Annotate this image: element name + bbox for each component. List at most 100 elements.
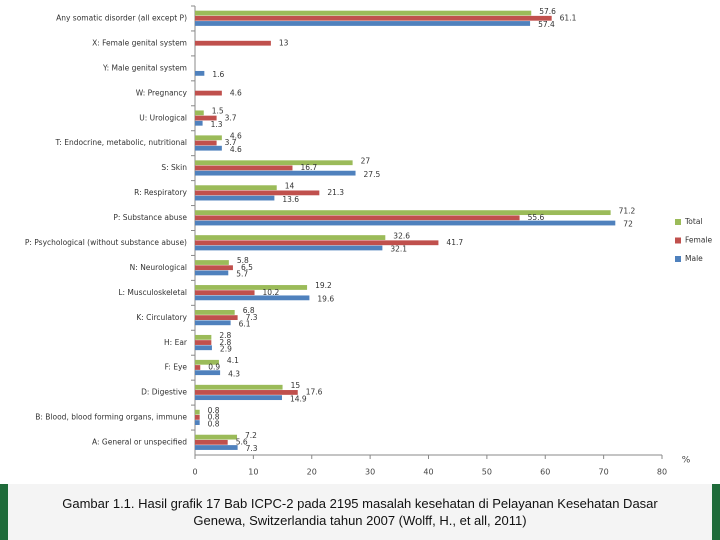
data-label: 15 (291, 381, 301, 390)
data-label: 27.5 (364, 170, 381, 179)
y-tick-label: A: General or unspecified (92, 438, 187, 447)
x-tick-label: 20 (307, 468, 317, 477)
bar (195, 160, 353, 166)
data-label: 7.2 (245, 431, 257, 440)
data-label: 5.6 (236, 438, 248, 447)
data-label: 32.1 (390, 245, 407, 254)
legend-swatch (675, 256, 681, 262)
data-label: 0.8 (208, 406, 220, 415)
data-label: 21.3 (327, 188, 344, 197)
y-tick-label: L: Musculoskeletal (118, 288, 187, 297)
caption-line: Gambar 1.1. Hasil grafik 17 Bab ICPC-2 p… (62, 496, 658, 511)
bar (195, 120, 203, 126)
data-label: 72 (623, 220, 633, 229)
data-label: 3.7 (225, 138, 237, 147)
bar (195, 310, 235, 315)
x-tick-label: 70 (599, 468, 609, 477)
data-label: 19.6 (317, 295, 334, 304)
y-tick-label: F: Eye (165, 363, 188, 372)
bar (195, 210, 611, 216)
bar (195, 195, 275, 201)
data-label: 2.8 (219, 331, 231, 340)
chart: 0 10 20 30 40 50 60 70 80% Any somatic disorder (… (25, 5, 713, 477)
bar (195, 290, 255, 296)
bar (195, 165, 293, 171)
data-label: 13 (279, 38, 289, 47)
bar (195, 340, 212, 345)
bar (195, 334, 212, 340)
legend-label: Female (685, 236, 713, 245)
data-label: 14.9 (290, 394, 307, 403)
bar (195, 359, 219, 365)
data-label: 61.1 (560, 13, 577, 22)
data-label: 4.6 (230, 145, 242, 154)
caption: Gambar 1.1. Hasil grafik 17 Bab ICPC-2 p… (8, 484, 712, 540)
bar (195, 439, 228, 445)
data-label: 5.8 (237, 256, 249, 265)
bar (195, 365, 201, 370)
bar (195, 145, 222, 151)
data-label: 55.6 (528, 213, 545, 222)
x-tick-label: 50 (482, 468, 492, 477)
y-tick-label: B: Blood, blood forming organs, immune (35, 413, 187, 422)
bar (195, 409, 200, 415)
data-label: 27 (361, 156, 371, 165)
data-label: 32.6 (393, 231, 410, 240)
data-label: 7.3 (246, 313, 258, 322)
bar (195, 220, 616, 226)
bar (195, 240, 439, 246)
data-label: 2.9 (220, 344, 232, 353)
data-label: 17.6 (306, 388, 323, 397)
data-label: 57.6 (539, 7, 556, 16)
x-tick-label: 10 (248, 468, 258, 477)
x-axis-label: % (682, 456, 691, 466)
caption-line: Genewa, Switzerlandia tahun 2007 (Wolff,… (193, 513, 527, 528)
data-label: 10.2 (263, 288, 280, 297)
bar (195, 320, 231, 326)
x-tick-label: 0 (192, 468, 197, 477)
bar (195, 345, 212, 351)
bar (195, 190, 320, 196)
data-label: 1.5 (212, 107, 224, 116)
data-label: 41.7 (446, 238, 463, 247)
y-tick-label: U: Urological (139, 113, 187, 122)
y-tick-label: Y: Male genital system (102, 63, 187, 72)
x-tick-label: 40 (423, 468, 433, 477)
y-tick-label: R: Respiratory (134, 188, 187, 197)
bar (195, 235, 386, 240)
legend-label: Male (685, 254, 703, 263)
x-tick-label: 30 (365, 468, 375, 477)
data-label: 6.1 (239, 320, 251, 329)
data-label: 4.6 (230, 131, 242, 140)
bar (195, 270, 229, 276)
bar (195, 420, 200, 425)
bar (195, 135, 222, 141)
bar (195, 390, 298, 395)
bar (195, 245, 383, 251)
data-label: 13.6 (282, 195, 299, 204)
y-tick-label: W: Pregnancy (136, 88, 188, 97)
bar (195, 40, 271, 46)
bar (195, 395, 282, 401)
data-label: 2.8 (219, 338, 231, 347)
data-label: 16.7 (300, 163, 317, 172)
bar (195, 414, 200, 420)
bar (195, 10, 532, 16)
data-label: 5.7 (236, 270, 248, 279)
data-label: 6.5 (241, 263, 253, 272)
bar (195, 215, 520, 221)
legend-swatch (675, 219, 681, 225)
data-label: 1.3 (211, 120, 223, 129)
y-tick-label: N: Neurological (130, 263, 187, 272)
y-tick-label: H: Ear (164, 338, 188, 347)
y-tick-label: X: Female genital system (92, 38, 187, 47)
y-tick-label: K: Circulatory (136, 313, 187, 322)
y-tick-label: Any somatic disorder (all except P) (56, 13, 187, 22)
bar (195, 265, 233, 271)
legend-label: Total (684, 217, 703, 226)
bar (195, 170, 356, 176)
data-label: 3.7 (225, 113, 237, 122)
bar (195, 110, 204, 116)
y-tick-label: S: Skin (161, 163, 187, 172)
